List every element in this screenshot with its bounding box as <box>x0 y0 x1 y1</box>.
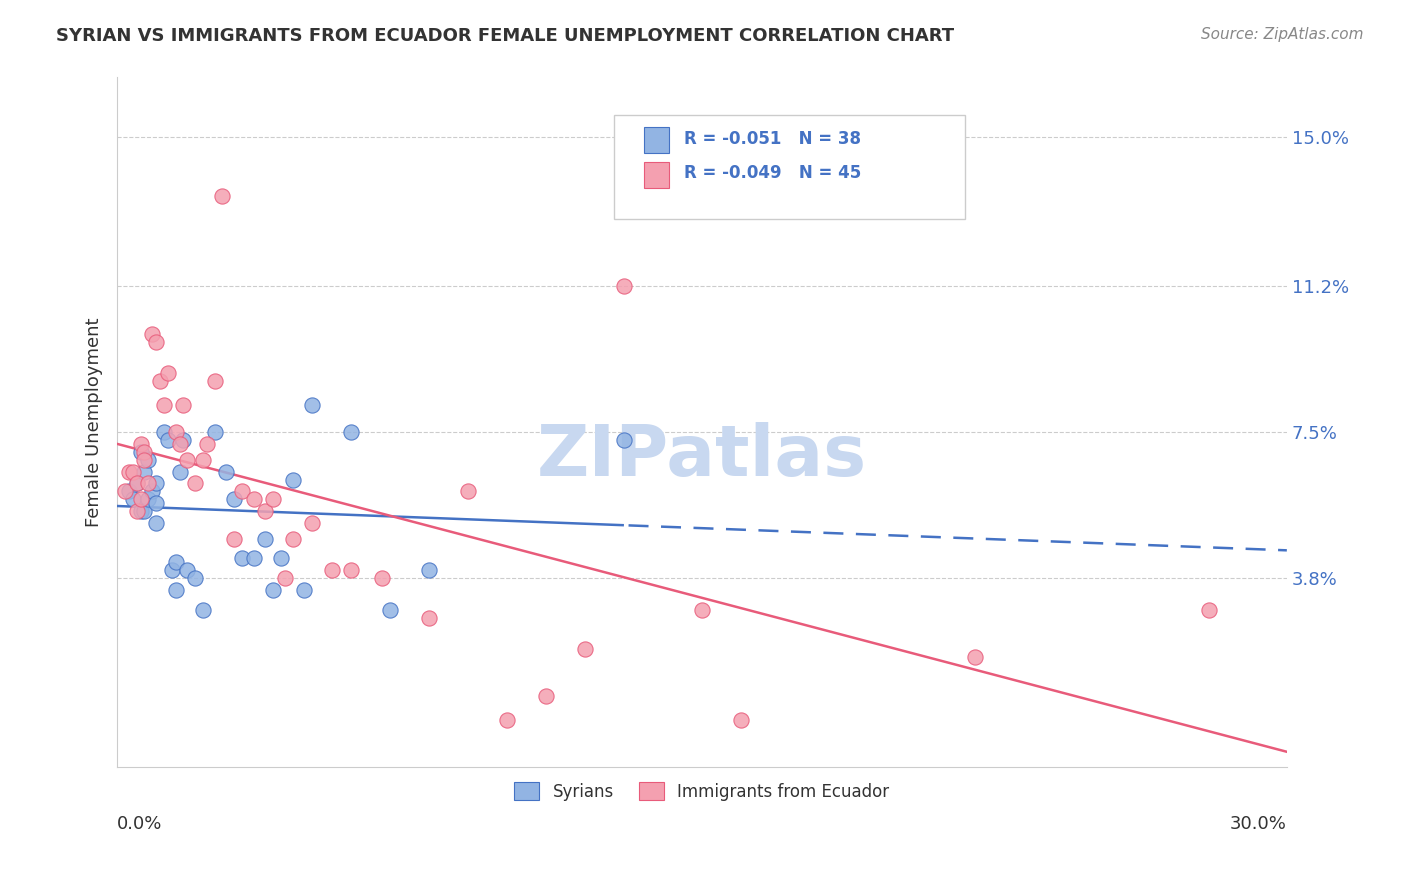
FancyBboxPatch shape <box>644 161 669 188</box>
Point <box>215 465 238 479</box>
Point <box>118 465 141 479</box>
Point <box>340 563 363 577</box>
Point <box>160 563 183 577</box>
Point <box>254 532 277 546</box>
Point <box>574 642 596 657</box>
Point <box>281 532 304 546</box>
Point <box>172 433 194 447</box>
Point <box>114 484 136 499</box>
Point <box>301 398 323 412</box>
Point <box>1198 602 1220 616</box>
Point <box>141 484 163 499</box>
Point <box>165 425 187 440</box>
Point <box>211 188 233 202</box>
Point <box>191 452 214 467</box>
Point <box>270 551 292 566</box>
Point <box>378 602 401 616</box>
Point <box>184 571 207 585</box>
Point <box>129 504 152 518</box>
Point <box>129 445 152 459</box>
Point <box>195 437 218 451</box>
Point <box>204 374 226 388</box>
Point <box>224 492 246 507</box>
Point <box>169 465 191 479</box>
Point <box>134 452 156 467</box>
Point <box>262 582 284 597</box>
Text: R = -0.051   N = 38: R = -0.051 N = 38 <box>685 130 862 148</box>
Point <box>176 563 198 577</box>
Y-axis label: Female Unemployment: Female Unemployment <box>86 318 103 527</box>
Point <box>156 366 179 380</box>
Point <box>204 425 226 440</box>
Point <box>129 437 152 451</box>
Point <box>149 374 172 388</box>
Point <box>690 602 713 616</box>
Point <box>121 492 143 507</box>
Text: 30.0%: 30.0% <box>1230 814 1286 832</box>
Point <box>231 484 253 499</box>
Point <box>125 476 148 491</box>
Point <box>613 279 636 293</box>
Point <box>165 555 187 569</box>
Text: 0.0%: 0.0% <box>117 814 163 832</box>
Point <box>613 433 636 447</box>
Point <box>730 713 752 727</box>
Text: ZIPatlas: ZIPatlas <box>537 423 868 491</box>
Point <box>176 452 198 467</box>
Point <box>418 563 440 577</box>
Point <box>125 476 148 491</box>
Point <box>134 465 156 479</box>
Point <box>138 492 160 507</box>
FancyBboxPatch shape <box>644 128 669 153</box>
Point <box>153 398 176 412</box>
Point <box>118 484 141 499</box>
Point <box>145 516 167 530</box>
Point <box>281 473 304 487</box>
Point <box>169 437 191 451</box>
Point <box>172 398 194 412</box>
Point <box>129 492 152 507</box>
Point <box>242 551 264 566</box>
FancyBboxPatch shape <box>614 115 965 219</box>
Point <box>125 504 148 518</box>
Point <box>145 334 167 349</box>
Point <box>371 571 394 585</box>
Legend: Syrians, Immigrants from Ecuador: Syrians, Immigrants from Ecuador <box>508 776 896 807</box>
Point <box>340 425 363 440</box>
Point <box>418 610 440 624</box>
Point <box>121 465 143 479</box>
Point <box>138 452 160 467</box>
Point <box>262 492 284 507</box>
Point <box>145 496 167 510</box>
Point <box>134 445 156 459</box>
Point <box>156 433 179 447</box>
Point <box>231 551 253 566</box>
Point <box>134 504 156 518</box>
Point <box>153 425 176 440</box>
Point <box>292 582 315 597</box>
Point <box>534 690 557 704</box>
Point <box>321 563 343 577</box>
Point <box>963 649 986 664</box>
Point <box>184 476 207 491</box>
Text: R = -0.049   N = 45: R = -0.049 N = 45 <box>685 164 862 182</box>
Point <box>224 532 246 546</box>
Point <box>274 571 297 585</box>
Point <box>141 326 163 341</box>
Text: Source: ZipAtlas.com: Source: ZipAtlas.com <box>1201 27 1364 42</box>
Point <box>165 582 187 597</box>
Text: SYRIAN VS IMMIGRANTS FROM ECUADOR FEMALE UNEMPLOYMENT CORRELATION CHART: SYRIAN VS IMMIGRANTS FROM ECUADOR FEMALE… <box>56 27 955 45</box>
Point <box>301 516 323 530</box>
Point <box>138 476 160 491</box>
Point <box>496 713 519 727</box>
Point <box>145 476 167 491</box>
Point <box>191 602 214 616</box>
Point <box>254 504 277 518</box>
Point <box>242 492 264 507</box>
Point <box>457 484 479 499</box>
